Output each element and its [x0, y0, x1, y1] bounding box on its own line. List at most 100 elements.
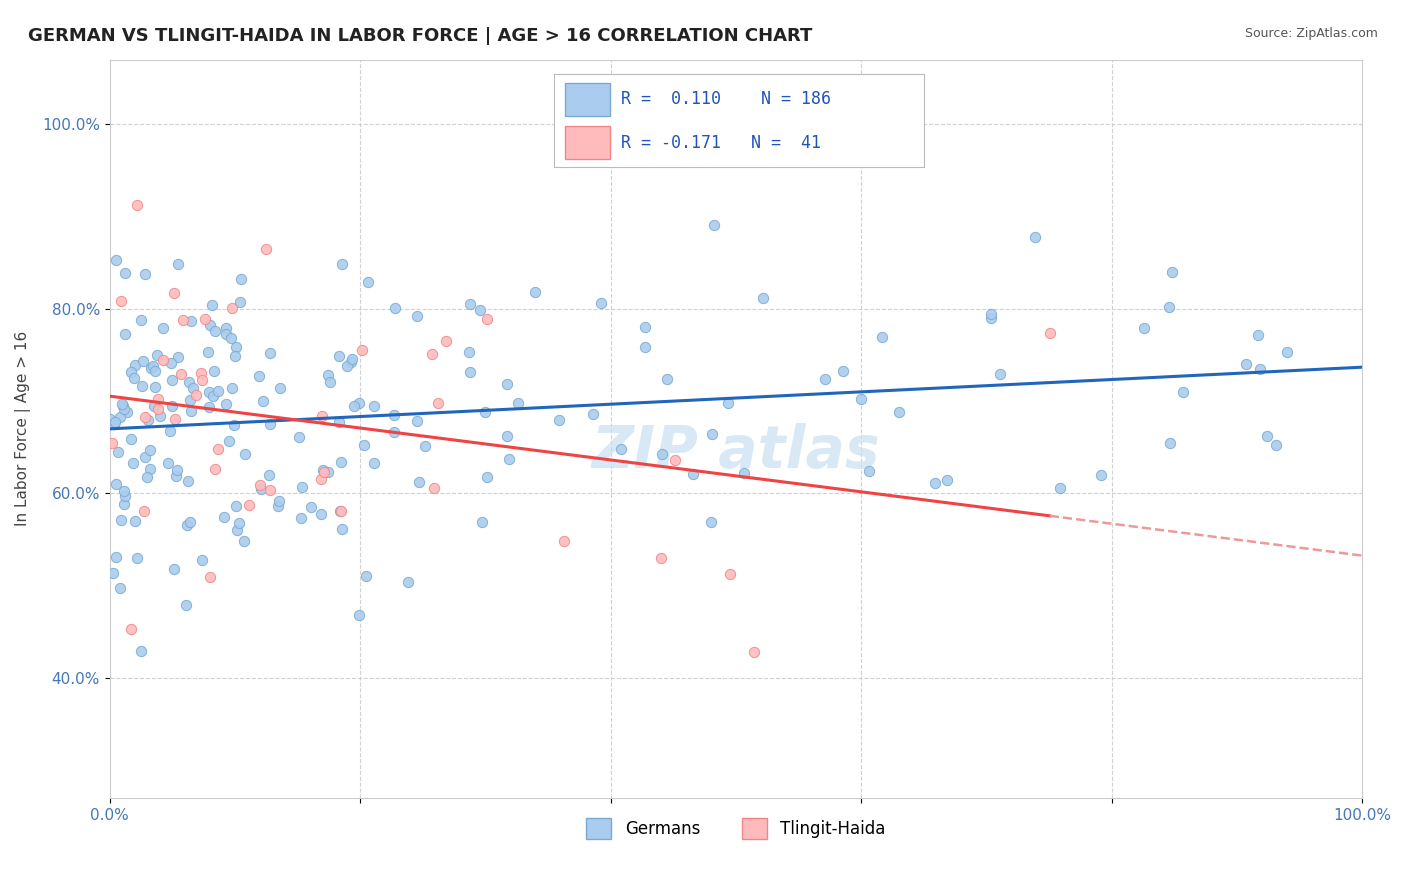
Point — [299, 500, 322, 514]
Point — [979, 310, 1001, 325]
Point — [159, 424, 181, 438]
Point — [744, 645, 766, 659]
Point — [329, 504, 352, 518]
Point — [129, 644, 152, 658]
Point — [496, 429, 519, 443]
Point — [108, 410, 131, 425]
Point — [610, 442, 633, 456]
Point — [330, 257, 353, 271]
Point — [146, 348, 169, 362]
Point — [316, 465, 339, 479]
Point — [122, 371, 145, 385]
Point — [752, 291, 775, 305]
Point — [129, 313, 152, 327]
Point — [814, 372, 837, 386]
Point — [160, 373, 183, 387]
Point — [201, 298, 224, 312]
Point — [657, 372, 679, 386]
Point — [589, 296, 612, 310]
Point — [180, 314, 202, 328]
Point — [235, 447, 257, 461]
Point — [524, 285, 547, 299]
Point — [148, 392, 170, 407]
Point — [142, 400, 165, 414]
Point — [197, 344, 219, 359]
Point — [190, 367, 212, 381]
Point — [651, 446, 673, 460]
Point — [125, 198, 148, 212]
Point — [291, 480, 314, 494]
Point — [413, 439, 436, 453]
Point — [257, 468, 280, 483]
Point — [343, 399, 366, 413]
Point — [266, 500, 288, 514]
Point — [181, 381, 204, 395]
Point — [112, 401, 135, 416]
Point — [650, 551, 672, 566]
Point — [1049, 481, 1071, 495]
Point — [328, 415, 350, 429]
Point — [1161, 265, 1184, 279]
Point — [202, 364, 225, 378]
Point — [498, 452, 520, 467]
Point — [329, 504, 352, 518]
Point — [204, 462, 226, 476]
Point — [309, 507, 332, 521]
Point — [142, 359, 165, 373]
Point — [134, 267, 156, 281]
Point — [124, 514, 146, 528]
Point — [143, 379, 166, 393]
Point — [225, 499, 247, 513]
Point — [110, 581, 132, 595]
Point — [120, 622, 142, 636]
Point — [100, 435, 122, 450]
Y-axis label: In Labor Force | Age > 16: In Labor Force | Age > 16 — [15, 331, 31, 526]
Point — [104, 415, 127, 429]
Point — [157, 457, 180, 471]
Point — [1159, 435, 1181, 450]
Point — [328, 349, 350, 363]
Point — [177, 474, 200, 488]
Point — [191, 553, 214, 567]
Point — [247, 369, 270, 384]
Text: ZIP atlas: ZIP atlas — [592, 423, 880, 480]
Text: Source: ZipAtlas.com: Source: ZipAtlas.com — [1244, 27, 1378, 40]
Point — [633, 340, 655, 354]
Point — [733, 467, 755, 481]
Point — [382, 425, 405, 440]
Point — [179, 393, 201, 408]
Point — [582, 407, 605, 421]
Point — [215, 397, 238, 411]
Point — [198, 400, 221, 414]
Point — [160, 356, 183, 370]
Point — [163, 562, 186, 576]
Point — [259, 483, 281, 497]
Point — [980, 307, 1002, 321]
Point — [458, 297, 481, 311]
Point — [858, 464, 880, 478]
Text: GERMAN VS TLINGIT-HAIDA IN LABOR FORCE | AGE > 16 CORRELATION CHART: GERMAN VS TLINGIT-HAIDA IN LABOR FORCE |… — [28, 27, 813, 45]
Point — [427, 396, 450, 410]
Point — [988, 367, 1011, 381]
Point — [330, 522, 353, 536]
Point — [207, 442, 229, 457]
Point — [336, 359, 359, 374]
Point — [229, 294, 252, 309]
Point — [110, 513, 132, 527]
Point — [506, 395, 529, 409]
Point — [634, 319, 657, 334]
Point — [104, 477, 127, 491]
Point — [176, 517, 198, 532]
Point — [1090, 468, 1112, 483]
Point — [330, 455, 353, 469]
Point — [214, 327, 236, 342]
Point — [423, 481, 446, 495]
Point — [434, 334, 457, 348]
Point — [1275, 345, 1298, 359]
Point — [112, 484, 135, 499]
Point — [870, 330, 893, 344]
Point — [1256, 429, 1278, 443]
Point — [212, 509, 235, 524]
Point — [935, 473, 957, 487]
Point — [134, 410, 156, 425]
